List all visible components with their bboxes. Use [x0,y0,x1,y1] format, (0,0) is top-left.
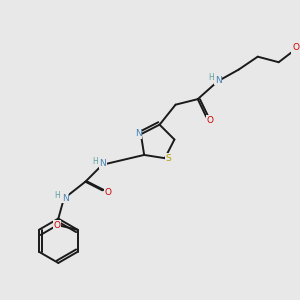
Text: H: H [54,191,60,200]
Text: O: O [104,188,111,197]
Text: S: S [165,154,171,163]
Text: O: O [293,43,300,52]
Text: O: O [53,220,60,230]
Text: N: N [62,194,69,202]
Text: N: N [100,159,106,168]
Text: H: H [93,157,98,166]
Text: N: N [215,76,222,85]
Text: H: H [208,73,214,82]
Text: O: O [206,116,214,124]
Text: N: N [135,129,142,138]
